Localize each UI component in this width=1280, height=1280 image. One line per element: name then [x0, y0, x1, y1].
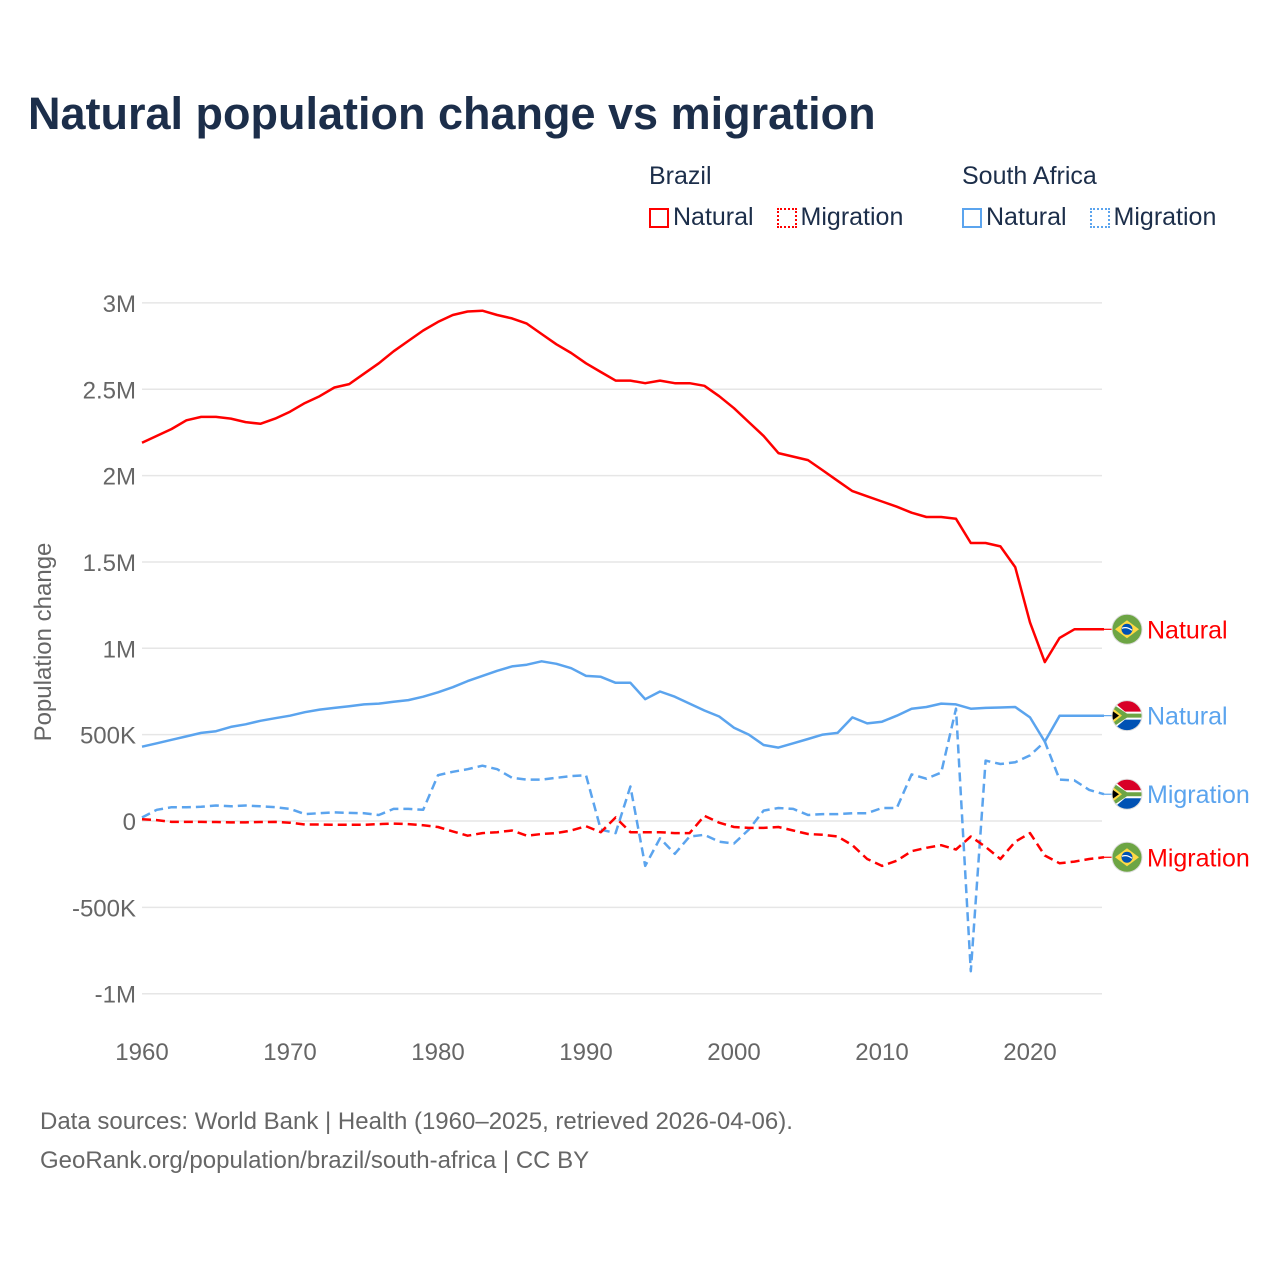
y-tick-label: 1.5M — [83, 550, 136, 577]
end-labels: Natural Natural Migration Migration — [1104, 613, 1250, 873]
legend-item-south-africa-migration[interactable]: Migration — [1089, 203, 1217, 232]
x-tick-label: 2010 — [855, 1039, 908, 1066]
legend-swatch-dotted-icon — [776, 207, 797, 228]
series-line-brazil-natural — [141, 309, 1104, 664]
brazil-flag-icon — [1111, 841, 1143, 873]
flag-body — [1112, 779, 1142, 810]
flag-band — [1121, 854, 1133, 859]
series-line-south-africa-migration — [141, 707, 1105, 973]
y-axis-ticks: -1M -500K 0 500K 1M 1.5M 2M 2.5M 3M — [72, 291, 136, 1009]
y-axis-label: Population change — [30, 543, 57, 742]
y-tick-label: -500K — [72, 895, 136, 922]
legend-swatch-solid-icon — [962, 207, 982, 228]
x-tick-label: 1960 — [115, 1039, 168, 1066]
series-line-south-africa-natural — [141, 660, 1104, 749]
flag-border — [1111, 700, 1143, 732]
footer-link[interactable]: GeoRank.org/population/brazil/south-afri… — [40, 1147, 590, 1174]
flag-body — [1112, 700, 1142, 731]
y-tick-label: 2M — [103, 464, 136, 491]
south-africa-flag-icon — [1111, 700, 1143, 732]
flag-band — [1121, 626, 1133, 631]
legend-label: Migration — [800, 203, 904, 231]
footer-sources: Data sources: World Bank | Health (1960–… — [40, 1108, 793, 1135]
legend-label: Natural — [673, 203, 754, 231]
legend-group-name: South Africa — [962, 162, 1097, 190]
x-tick-label: 2000 — [707, 1039, 760, 1066]
x-tick-label: 1980 — [411, 1039, 464, 1066]
gridlines — [142, 302, 1102, 995]
flag-black — [1112, 710, 1119, 721]
y-tick-label: -1M — [95, 982, 136, 1009]
flag-border — [1111, 613, 1143, 645]
legend-swatch-dotted-icon — [1089, 207, 1110, 228]
flag-blue-globe — [1121, 623, 1133, 635]
x-tick-label: 2020 — [1003, 1039, 1056, 1066]
legend-item-south-africa-natural[interactable]: Natural — [962, 203, 1067, 232]
legend-item-brazil-natural[interactable]: Natural — [649, 203, 754, 232]
legend-group-name: Brazil — [649, 162, 712, 190]
flag-green — [1112, 782, 1142, 807]
brazil-flag-icon — [1111, 613, 1143, 645]
flag-black — [1112, 789, 1119, 800]
flag-border — [1111, 778, 1143, 810]
end-label: Natural — [1147, 616, 1228, 644]
flag-body — [1112, 614, 1142, 645]
y-tick-label: 500K — [80, 723, 136, 750]
x-tick-label: 1990 — [559, 1039, 612, 1066]
end-label: Migration — [1147, 844, 1250, 872]
x-axis-ticks: 1960 1970 1980 1990 2000 2010 2020 — [115, 1039, 1056, 1066]
flag-blue-globe — [1121, 851, 1133, 863]
series-lines — [141, 309, 1105, 973]
flag-green — [1112, 703, 1142, 728]
y-tick-label: 0 — [123, 809, 136, 836]
end-label: Natural — [1147, 703, 1228, 731]
south-africa-flag-icon — [1111, 778, 1143, 810]
flag-border — [1111, 841, 1143, 873]
end-label: Migration — [1147, 781, 1250, 809]
legend-item-brazil-migration[interactable]: Migration — [776, 203, 904, 232]
legend-swatch-solid-icon — [649, 207, 669, 228]
legend-label: Migration — [1113, 203, 1217, 231]
y-tick-label: 2.5M — [83, 377, 136, 404]
x-tick-label: 1970 — [263, 1039, 316, 1066]
line-chart: -1M -500K 0 500K 1M 1.5M 2M 2.5M 3M 1960 1970 1980… — [30, 291, 1250, 1066]
flag-body — [1112, 842, 1142, 873]
legend-label: Natural — [986, 203, 1067, 231]
chart-title: Natural population change vs migration — [28, 88, 876, 139]
y-tick-label: 3M — [103, 291, 136, 318]
y-tick-label: 1M — [103, 636, 136, 663]
series-line-brazil-migration — [141, 814, 1105, 868]
legend-group-south-africa: South Africa Natural Migration — [962, 162, 1216, 235]
legend-group-brazil: Brazil Natural Migration — [649, 162, 919, 235]
